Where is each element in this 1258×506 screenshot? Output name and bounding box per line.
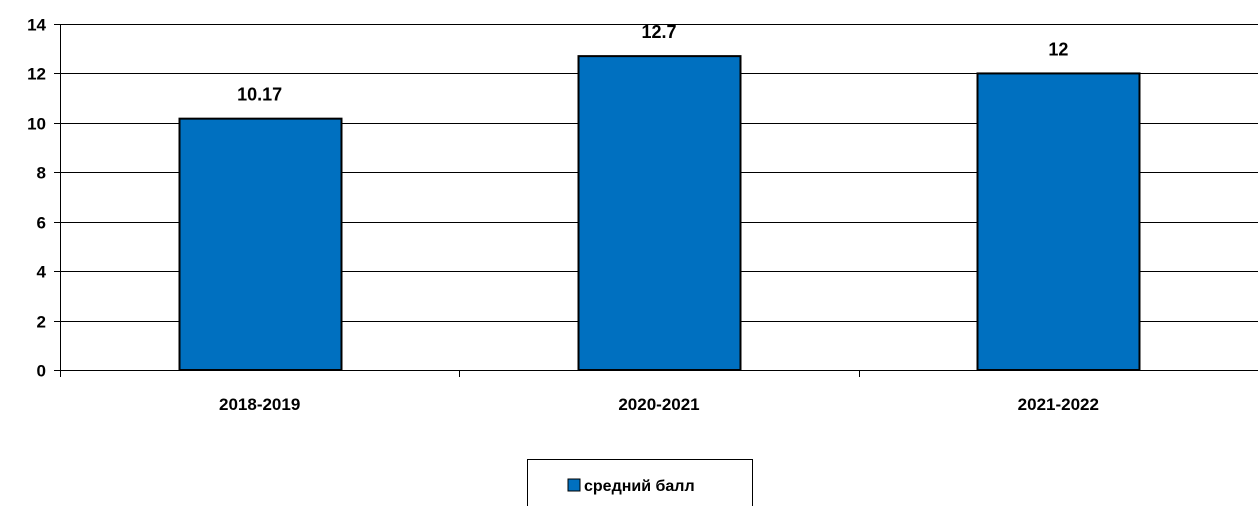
legend-box	[527, 459, 753, 506]
y-tick-label: 8	[37, 164, 46, 183]
y-tick-label: 10	[27, 115, 46, 134]
x-category-label: 2020-2021	[618, 395, 699, 414]
legend-swatch	[567, 478, 581, 492]
y-tick-label: 6	[37, 214, 46, 233]
bar	[976, 72, 1141, 372]
y-tick-label: 4	[37, 263, 47, 282]
y-axis: 0 2 4 6 8 10 12 14	[27, 16, 61, 381]
data-label: 12	[1048, 39, 1068, 59]
legend-label: средний балл	[584, 478, 695, 495]
bars: 10.17 12.7 12	[178, 22, 1141, 372]
x-axis: 2018-2019 2020-2021 2021-2022	[54, 370, 1258, 414]
y-tick-label: 0	[37, 362, 46, 381]
y-tick-label: 2	[37, 313, 46, 332]
y-tick-label: 14	[27, 16, 46, 35]
x-category-label: 2021-2022	[1018, 395, 1099, 414]
bar	[577, 55, 742, 371]
bar	[178, 117, 343, 371]
x-category-label: 2018-2019	[219, 395, 300, 414]
y-tick-label: 12	[27, 65, 46, 84]
data-label: 10.17	[237, 85, 282, 105]
data-label: 12.7	[641, 22, 676, 42]
legend: средний балл	[527, 459, 753, 506]
